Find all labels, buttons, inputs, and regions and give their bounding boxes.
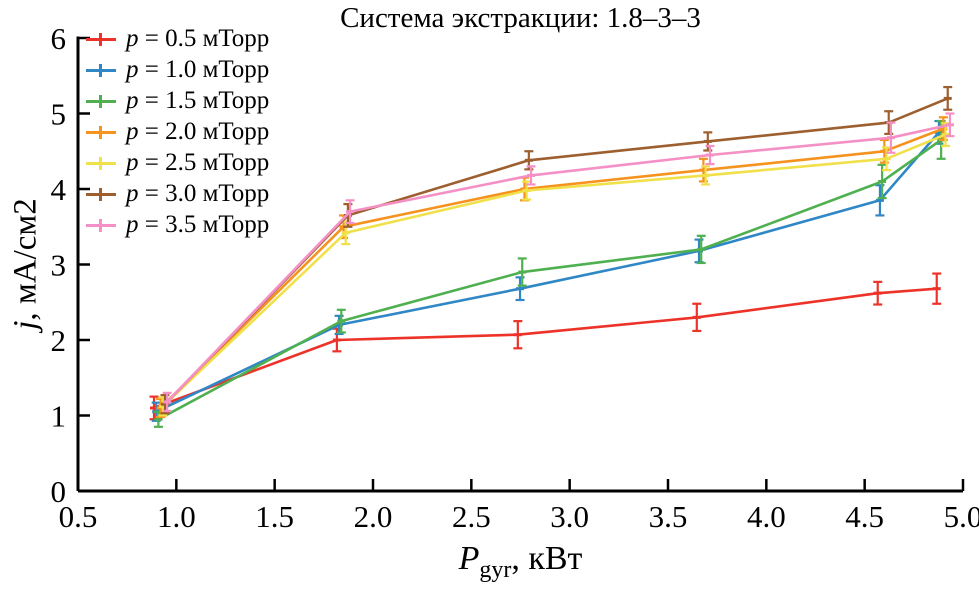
- y-axis-variable: j: [7, 320, 44, 330]
- x-tick-label: 3.5: [649, 499, 688, 534]
- legend-item: p = 1.0 мТорр: [86, 55, 269, 85]
- x-tick-label: 2.0: [354, 499, 393, 534]
- series-line: [159, 127, 944, 409]
- y-tick-label: 6: [51, 21, 67, 56]
- legend-item: p = 2.0 мТорр: [86, 117, 269, 147]
- series-line: [166, 123, 951, 403]
- y-tick-label: 1: [51, 399, 67, 434]
- legend-label: p = 1.5 мТорр: [126, 87, 270, 114]
- y-tick-label: 4: [51, 172, 67, 207]
- x-tick-label: 0.5: [59, 499, 98, 534]
- legend-errorbar-marker-icon: [86, 124, 116, 140]
- legend-label: p = 2.5 мТорр: [126, 149, 270, 176]
- x-axis-units: , кВт: [511, 540, 583, 577]
- legend-item: p = 2.5 мТорр: [86, 148, 269, 178]
- y-axis-units: , мА/см2: [7, 198, 44, 321]
- x-tick-label: 2.5: [452, 499, 491, 534]
- legend-label: p = 3.5 мТорр: [126, 211, 270, 238]
- series-line: [157, 138, 942, 421]
- x-tick-label: 1.0: [157, 499, 196, 534]
- legend-label: p = 0.5 мТорр: [126, 25, 270, 52]
- x-tick-label: 4.5: [845, 499, 884, 534]
- x-tick-label: 1.5: [255, 499, 294, 534]
- series-line: [161, 133, 946, 408]
- y-tick-label: 3: [51, 248, 67, 283]
- x-axis-variable: P: [458, 540, 480, 577]
- legend-errorbar-marker-icon: [86, 217, 116, 233]
- legend-item: p = 3.0 мТорр: [86, 179, 269, 209]
- legend-errorbar-marker-icon: [86, 62, 116, 78]
- legend-errorbar-marker-icon: [86, 186, 116, 202]
- legend-item: p = 3.5 мТорр: [86, 210, 269, 240]
- x-tick-label: 4.0: [747, 499, 786, 534]
- legend-label: p = 2.0 мТорр: [126, 118, 270, 145]
- x-axis-label: Pgyr, кВт: [78, 540, 963, 584]
- y-tick-label: 2: [51, 323, 67, 358]
- legend-label: p = 1.0 мТорр: [126, 56, 270, 83]
- legend-label: p = 3.0 мТорр: [126, 180, 270, 207]
- legend: p = 0.5 мТорр p = 1.0 мТорр p = 1.5 мТорр p…: [86, 24, 269, 240]
- legend-item: p = 0.5 мТорр: [86, 24, 269, 54]
- y-tick-label: 0: [51, 474, 67, 509]
- legend-errorbar-marker-icon: [86, 155, 116, 171]
- y-tick-label: 5: [51, 97, 67, 132]
- y-axis-label: j, мА/см2: [8, 198, 45, 330]
- legend-item: p = 1.5 мТорр: [86, 86, 269, 116]
- legend-errorbar-marker-icon: [86, 93, 116, 109]
- legend-errorbar-marker-icon: [86, 31, 116, 47]
- series-line: [153, 287, 937, 410]
- x-tick-label: 5.0: [944, 499, 979, 534]
- x-axis-variable-subscript: gyr: [479, 556, 512, 583]
- x-tick-label: 3.0: [550, 499, 589, 534]
- chart-title: Система экстракции: 1.8–3–3: [340, 2, 701, 34]
